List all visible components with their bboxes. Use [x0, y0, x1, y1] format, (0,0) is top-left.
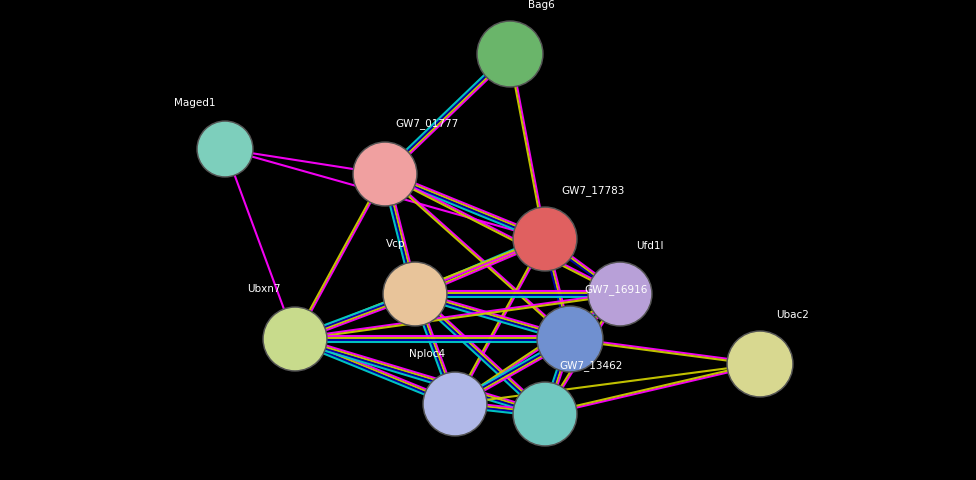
Circle shape [537, 306, 603, 372]
Circle shape [477, 22, 543, 88]
Circle shape [514, 384, 576, 444]
Text: Bag6: Bag6 [528, 0, 554, 10]
Circle shape [263, 307, 327, 371]
Circle shape [197, 122, 253, 178]
Text: Ubxn7: Ubxn7 [248, 283, 281, 293]
Circle shape [539, 308, 601, 371]
Circle shape [425, 374, 485, 434]
Text: GW7_01777: GW7_01777 [395, 118, 459, 129]
Circle shape [513, 207, 577, 271]
Text: Vcp: Vcp [386, 239, 405, 249]
Circle shape [354, 144, 416, 205]
Text: Ufd1l: Ufd1l [636, 240, 664, 251]
Text: GW7_16916: GW7_16916 [584, 284, 647, 294]
Circle shape [423, 372, 487, 436]
Circle shape [728, 333, 792, 396]
Text: GW7_17783: GW7_17783 [561, 185, 625, 195]
Circle shape [478, 24, 542, 86]
Circle shape [513, 382, 577, 446]
Text: GW7_13462: GW7_13462 [559, 360, 623, 370]
Text: Nploc4: Nploc4 [409, 348, 445, 358]
Text: Maged1: Maged1 [174, 98, 215, 108]
Text: Ubac2: Ubac2 [776, 309, 809, 319]
Circle shape [264, 309, 326, 370]
Circle shape [353, 143, 417, 206]
Circle shape [383, 263, 447, 326]
Circle shape [590, 264, 650, 325]
Circle shape [514, 209, 576, 270]
Circle shape [588, 263, 652, 326]
Circle shape [198, 123, 252, 176]
Circle shape [385, 264, 445, 325]
Circle shape [727, 331, 793, 397]
